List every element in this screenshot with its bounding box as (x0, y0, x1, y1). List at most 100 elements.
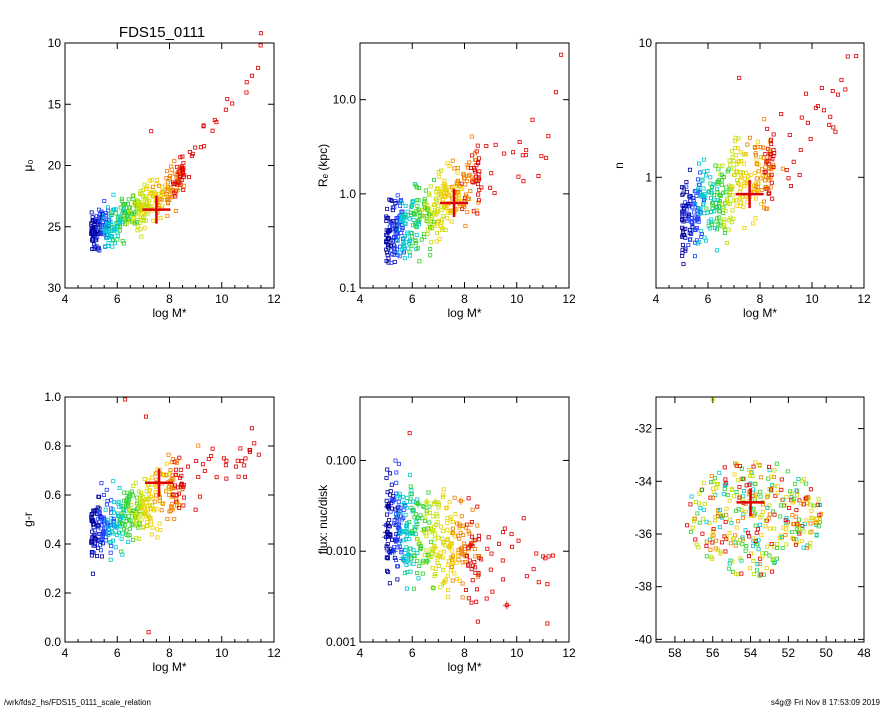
data-point (758, 145, 763, 150)
data-point (466, 529, 471, 534)
data-point (441, 567, 446, 572)
data-point (751, 513, 756, 518)
data-point (830, 88, 835, 93)
data-point (160, 203, 165, 208)
data-point (438, 524, 443, 529)
data-point (752, 497, 757, 502)
data-point (117, 228, 122, 233)
y-tick-label: 15 (48, 97, 62, 111)
data-point (442, 543, 447, 548)
data-point (424, 548, 429, 553)
data-point (516, 538, 521, 543)
data-point (718, 193, 723, 198)
data-point (109, 213, 114, 218)
data-point (404, 523, 409, 528)
data-point (118, 517, 123, 522)
x-tick-label: 4 (653, 292, 660, 306)
data-point (415, 558, 420, 563)
data-point (398, 495, 403, 500)
data-point (751, 572, 756, 577)
data-point (185, 464, 190, 469)
data-point (435, 520, 440, 525)
data-point (119, 198, 124, 203)
data-point (744, 544, 749, 549)
data-point (142, 225, 147, 230)
data-point (757, 463, 762, 468)
data-point (444, 206, 449, 211)
data-point (708, 175, 713, 180)
data-point (127, 533, 132, 538)
data-point (736, 136, 741, 141)
data-point (689, 230, 694, 235)
data-point (169, 486, 174, 491)
x-tick-label: 4 (62, 646, 69, 660)
data-point (845, 54, 850, 59)
data-point (456, 189, 461, 194)
data-point (839, 77, 844, 82)
data-point (740, 515, 745, 520)
data-point (737, 495, 742, 500)
data-point (682, 233, 687, 238)
data-point (430, 226, 435, 231)
data-point (389, 506, 394, 511)
data-point (113, 211, 118, 216)
data-point (154, 507, 159, 512)
data-point (415, 536, 420, 541)
data-point (778, 503, 783, 508)
panel-coords: 58 56 54 52 50 48 -40 -38 -36 -34 -32 (635, 396, 871, 660)
data-point (106, 208, 111, 213)
data-point (767, 553, 772, 558)
data-point (738, 556, 743, 561)
data-point (746, 530, 751, 535)
data-point (709, 220, 714, 225)
data-point (732, 139, 737, 144)
data-point (479, 185, 484, 190)
data-point (684, 180, 689, 185)
data-point (408, 253, 413, 258)
data-point (770, 196, 775, 201)
data-point (137, 521, 142, 526)
data-point (712, 476, 717, 481)
data-point (769, 180, 774, 185)
data-point (115, 237, 120, 242)
data-point (395, 193, 400, 198)
data-point (754, 157, 759, 162)
data-point (99, 554, 104, 559)
data-point (748, 473, 753, 478)
data-point (741, 204, 746, 209)
data-point (407, 431, 412, 436)
data-point (836, 92, 841, 97)
data-point (423, 515, 428, 520)
data-point (693, 537, 698, 542)
data-point (711, 486, 716, 491)
data-point (126, 500, 131, 505)
data-point (182, 173, 187, 178)
data-point (734, 170, 739, 175)
data-point (745, 142, 750, 147)
data-point (492, 191, 497, 196)
data-point (450, 158, 455, 163)
data-point (693, 202, 698, 207)
data-point (117, 486, 122, 491)
data-point (395, 238, 400, 243)
data-point (777, 536, 782, 541)
data-point (799, 479, 804, 484)
data-point (413, 532, 418, 537)
data-point (122, 516, 127, 521)
data-point (685, 523, 690, 528)
y-tick-label: -40 (635, 632, 653, 646)
data-point (394, 480, 399, 485)
data-point (791, 159, 796, 164)
data-point (171, 477, 176, 482)
data-point (725, 493, 730, 498)
x-tick-label: 12 (267, 292, 281, 306)
data-point (397, 544, 402, 549)
data-point (544, 155, 549, 160)
x-axis-label: log M* (152, 306, 186, 320)
data-point (439, 220, 444, 225)
data-point (775, 490, 780, 495)
data-point (467, 196, 472, 201)
data-point (113, 207, 118, 212)
data-point (743, 528, 748, 533)
data-point (223, 463, 228, 468)
